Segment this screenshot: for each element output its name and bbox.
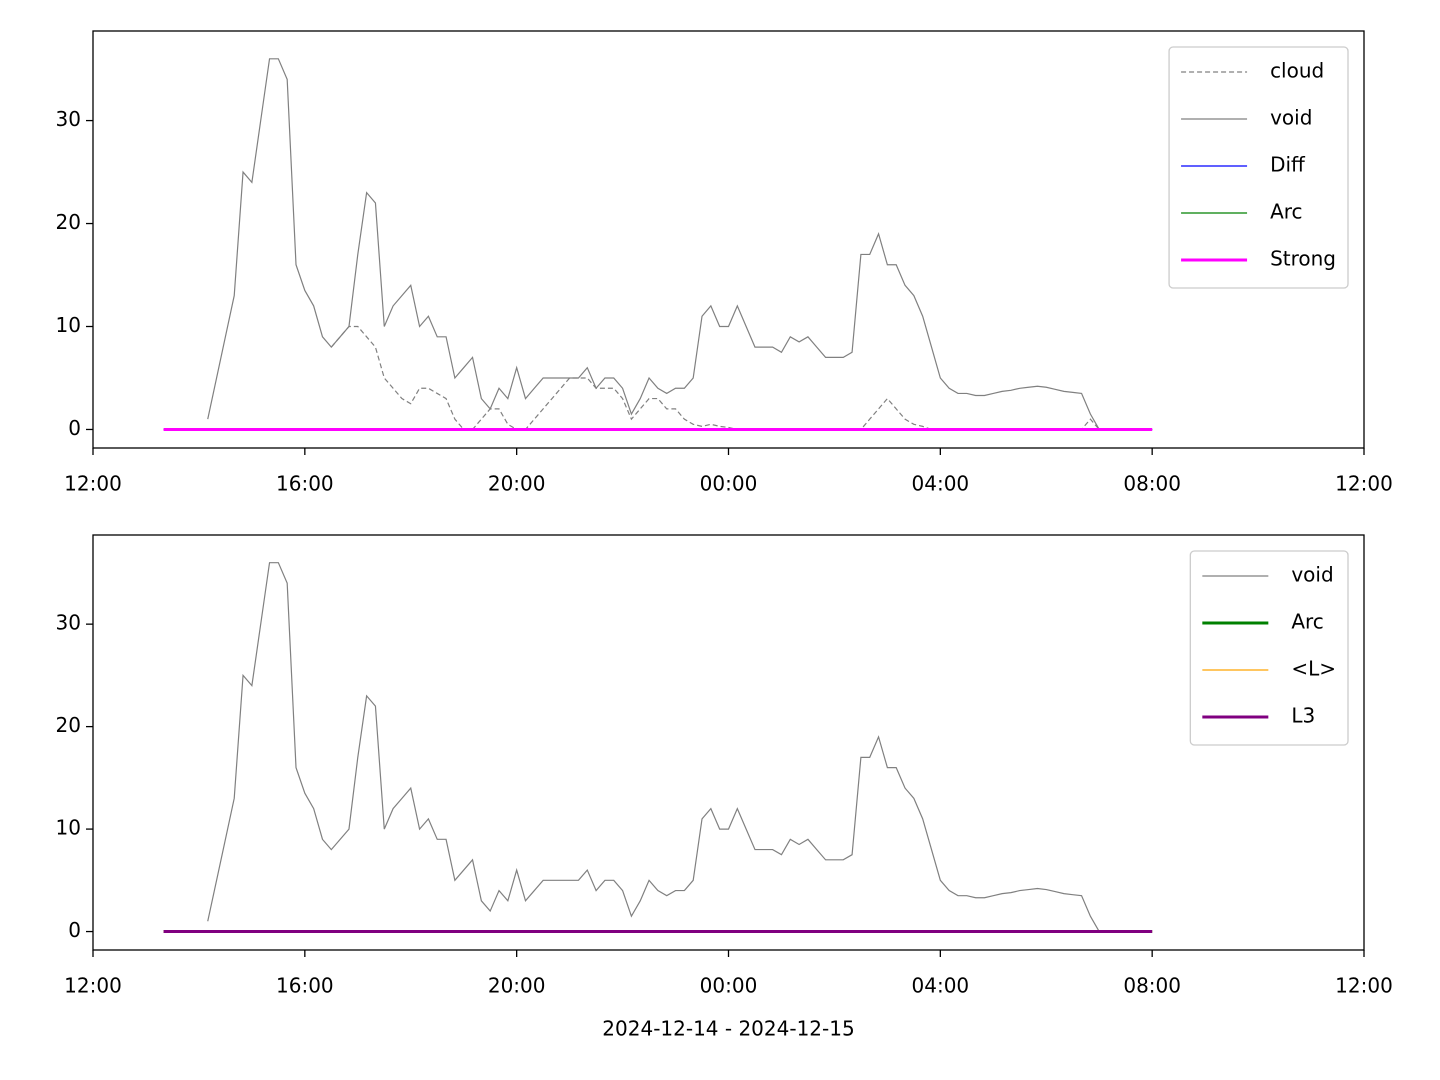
legend: cloud void Diff Arc Strong [1168, 46, 1349, 289]
axes: 0 10 20 30 12:00 16:00 20:00 00:00 04:00 08:00 12:… [56, 30, 1393, 496]
series-line [330, 325, 1100, 431]
x-axis-label: 2024-12-14 - 2024-12-15 [602, 1017, 854, 1041]
x-tick-label: 16:00 [276, 974, 334, 998]
x-tick-label: 12:00 [1335, 974, 1393, 998]
legend-label: void [1270, 106, 1312, 130]
legend-label: Arc [1291, 610, 1323, 634]
legend: void Arc <L> L3 [1189, 550, 1349, 746]
series-line [207, 562, 1100, 932]
axes: 0 10 20 30 12:00 16:00 20:00 00:00 04:00 08:00 12:… [56, 534, 1393, 1041]
x-tick-label: 04:00 [912, 472, 970, 496]
y-tick-label: 20 [56, 713, 81, 737]
y-tick-label: 30 [56, 611, 81, 635]
legend-label: Strong [1270, 247, 1336, 271]
legend-label: cloud [1270, 59, 1324, 83]
x-tick-label: 04:00 [912, 974, 970, 998]
y-tick-label: 0 [68, 416, 81, 440]
axes-frame [92, 534, 1365, 951]
y-tick-label: 20 [56, 210, 81, 234]
legend-frame [1189, 550, 1349, 746]
legend-label: Arc [1270, 200, 1302, 224]
legend-label: void [1291, 563, 1333, 587]
x-tick-label: 08:00 [1123, 974, 1181, 998]
x-tick-label: 08:00 [1123, 472, 1181, 496]
x-tick-label: 00:00 [700, 974, 758, 998]
legend-label: L3 [1291, 704, 1315, 728]
x-tick-label: 12:00 [1335, 472, 1393, 496]
x-tick-label: 12:00 [64, 974, 122, 998]
y-tick-label: 30 [56, 107, 81, 131]
x-tick-label: 20:00 [488, 472, 546, 496]
x-tick-label: 20:00 [488, 974, 546, 998]
series-line [207, 58, 1100, 430]
x-tick-label: 00:00 [700, 472, 758, 496]
x-tick-label: 16:00 [276, 472, 334, 496]
y-tick-label: 10 [56, 313, 81, 337]
legend-label: <L> [1291, 657, 1336, 681]
legend-frame [1168, 46, 1349, 289]
x-tick-label: 12:00 [64, 472, 122, 496]
legend-label: Diff [1270, 153, 1306, 177]
y-tick-label: 0 [68, 918, 81, 942]
y-tick-label: 10 [56, 816, 81, 840]
